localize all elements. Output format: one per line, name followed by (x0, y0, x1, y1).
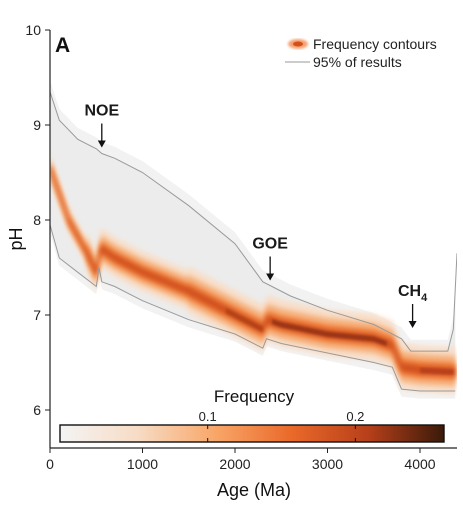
x-tick-label-0: 0 (46, 456, 54, 472)
y-tick-label-9: 9 (33, 117, 41, 133)
colorbar: Frequency 0.1 0.2 (59, 387, 445, 443)
y-tick-label-8: 8 (33, 212, 41, 228)
plot-area (50, 80, 457, 399)
annotation-ch4: CH4 (398, 283, 428, 304)
x-tick-label-1000: 1000 (127, 456, 158, 472)
legend-label-95: 95% of results (313, 54, 402, 70)
y-tick-label-10: 10 (25, 22, 41, 38)
contour-core-1 (272, 319, 387, 347)
legend-swatch-core (293, 41, 303, 47)
contour-band-3 (50, 162, 456, 381)
x-tick-label-4000: 4000 (404, 456, 435, 472)
annotation-arrowhead-noe (97, 140, 106, 148)
y-tick-label-7: 7 (33, 307, 41, 323)
annotation-noe: NOE (84, 103, 119, 120)
colorbar-bar (59, 424, 445, 443)
annotation-arrowhead-ch4 (408, 321, 417, 328)
x-tick-label-3000: 3000 (312, 456, 343, 472)
line-95-lower (50, 224, 456, 392)
annotations: NOE GOE CH4 (84, 103, 428, 328)
legend: Frequency contours 95% of results (285, 36, 437, 70)
panel-label: A (55, 34, 70, 57)
annotation-goe: GOE (252, 236, 288, 253)
contour-core-2 (420, 367, 454, 375)
x-tick-label-2000: 2000 (219, 456, 250, 472)
colorbar-tick-label-0.1: 0.1 (199, 409, 217, 424)
y-tick-label-6: 6 (33, 402, 41, 418)
contour-core-3 (225, 307, 263, 333)
colorbar-tick-label-0.2: 0.2 (346, 409, 364, 424)
axis-ticks: 0 1000 2000 3000 4000 6 7 8 9 10 (25, 22, 435, 472)
colorbar-title: Frequency (214, 387, 295, 406)
x-axis-label: Age (Ma) (217, 480, 291, 500)
line-95-upper (50, 91, 457, 352)
annotation-arrowhead-goe (266, 273, 275, 281)
legend-label-frequency: Frequency contours (313, 36, 437, 52)
y-axis-label: pH (6, 227, 26, 250)
